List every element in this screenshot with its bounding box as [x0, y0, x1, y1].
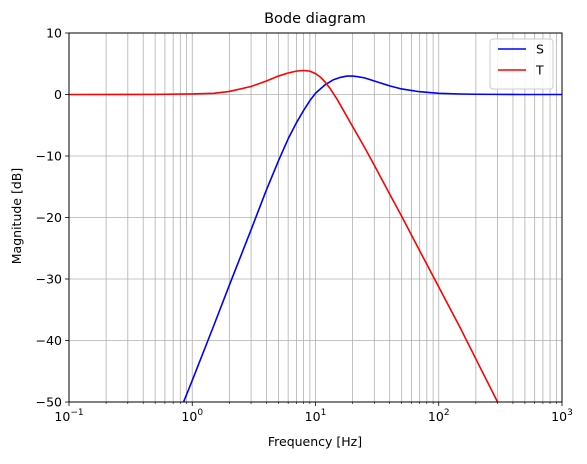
y-tick-label: −10	[36, 149, 62, 164]
y-tick-label: −20	[36, 210, 62, 225]
y-tick-label: 0	[54, 87, 62, 102]
legend-label-S: S	[536, 42, 544, 57]
y-tick-label: 10	[46, 26, 62, 41]
series-layer	[69, 69, 562, 402]
y-axis-label: Magnitude [dB]	[9, 168, 24, 264]
x-tick-label: 100	[181, 408, 203, 424]
y-tick-label: −30	[36, 272, 62, 287]
x-axis-label: Frequency [Hz]	[268, 434, 362, 449]
chart-title: Bode diagram	[264, 11, 366, 27]
y-tick-label: −40	[36, 333, 62, 348]
x-tick-label: 102	[428, 408, 450, 424]
grid	[68, 32, 563, 403]
legend: ST	[489, 38, 554, 90]
y-tick-label: −50	[36, 395, 62, 410]
x-tick-label: 101	[305, 408, 327, 424]
series-line-T	[69, 69, 499, 402]
x-tick-label: 10−1	[54, 408, 83, 424]
legend-label-T: T	[535, 63, 544, 78]
legend-box	[489, 38, 554, 90]
series-line-S	[182, 75, 562, 402]
x-tick-label: 103	[551, 408, 573, 424]
